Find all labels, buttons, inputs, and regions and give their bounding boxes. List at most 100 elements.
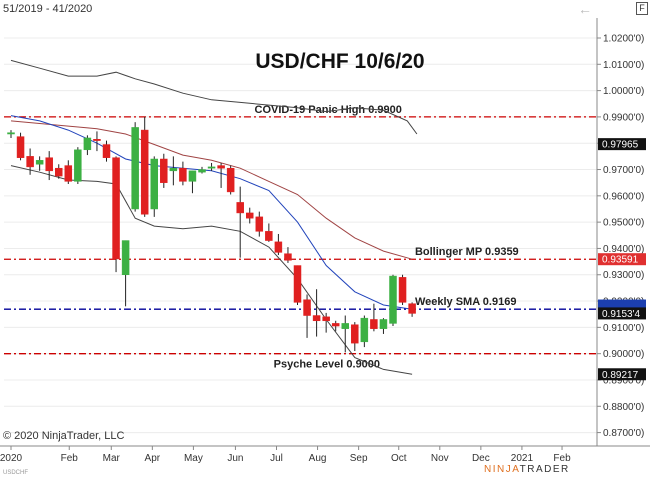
- price-tag-red: [598, 253, 646, 266]
- candle-body-bull: [169, 167, 178, 172]
- copyright-label: © 2020 NinjaTrader, LLC: [3, 430, 124, 442]
- level-label-sma: Weekly SMA 0.9169: [415, 296, 517, 308]
- candle-body-bear: [26, 156, 34, 168]
- y-tick-label: 0.9500'0): [603, 218, 644, 229]
- candle-body-bear: [217, 165, 225, 169]
- candle-body-bull: [198, 169, 206, 173]
- y-tick-label: 0.9000'0): [603, 349, 644, 360]
- price-tag-label: 0.93591: [602, 255, 639, 266]
- candle-body-bear: [370, 319, 378, 329]
- y-tick-label: 0.9600'0): [603, 191, 644, 202]
- price-tag-label: 0.89217: [602, 370, 639, 381]
- candle-body-bear: [45, 157, 53, 172]
- candle-body-bull: [35, 160, 44, 165]
- candle-body-bull: [188, 170, 197, 182]
- candle-body-bull: [150, 158, 158, 210]
- y-tick-label: 1.0000'0): [603, 86, 644, 97]
- price-tag-label: 0.9153'4: [602, 309, 640, 320]
- back-arrow-icon[interactable]: ←: [578, 1, 592, 17]
- candle-body-bull: [207, 166, 216, 169]
- candle-body-bull: [379, 319, 388, 329]
- x-tick-label: May: [184, 453, 203, 464]
- candle-body-bear: [284, 253, 292, 261]
- candle-body-bear: [160, 158, 168, 183]
- candle-body-bear: [64, 165, 73, 182]
- candle-body-bull: [7, 132, 15, 135]
- price-tags: 0.97965 0.93591 0.9153'4 0.89217: [598, 138, 646, 381]
- x-tick-label: 2021: [511, 453, 534, 464]
- brand-suffix: TRADER: [520, 464, 570, 475]
- candle-body-bull: [360, 317, 369, 343]
- chart-title: USD/CHF 10/6/20: [255, 50, 424, 73]
- chart-toolbar: 51/2019 - 41/2020 ← F: [0, 0, 650, 18]
- candle-body-bear: [55, 167, 63, 177]
- y-tick-label: 0.9400'0): [603, 244, 644, 255]
- brand-prefix: NINJA: [484, 464, 520, 475]
- x-tick-label: Nov: [431, 453, 449, 464]
- axes: [0, 18, 650, 447]
- candle-body-bear: [293, 265, 302, 303]
- f-badge[interactable]: F: [636, 2, 648, 15]
- x-tick-label: Aug: [309, 453, 327, 464]
- x-tick-label: Feb: [553, 453, 571, 464]
- candle-body-bear: [112, 157, 120, 260]
- candle-body-bear: [226, 167, 235, 193]
- candle-body-bull: [131, 127, 139, 210]
- candle-body-bear: [16, 136, 25, 158]
- price-tag-dark: [598, 138, 646, 151]
- candle-body-bear: [398, 277, 407, 303]
- x-tick-label: Jul: [270, 453, 283, 464]
- candle-body-bull: [341, 323, 349, 329]
- candle-body-bull: [389, 275, 397, 324]
- candle-body-bear: [331, 323, 340, 327]
- candle-body-bear: [265, 231, 273, 241]
- x-tick-label: Sep: [350, 453, 368, 464]
- candle-body-bear: [102, 144, 111, 158]
- candle-body-bear: [246, 212, 254, 219]
- y-tick-label: 1.0100'0): [603, 60, 644, 71]
- bollinger-mid-line: [10, 120, 413, 260]
- y-tick-label: 0.9900'0): [603, 112, 644, 123]
- candle-body-bear: [93, 139, 101, 141]
- grid-lines: [4, 37, 597, 434]
- candle-body-bear: [274, 241, 283, 253]
- candle-body-bear: [236, 202, 244, 214]
- price-tag-dark: [598, 368, 646, 381]
- candle-body-bear: [140, 129, 149, 215]
- y-tick-label: 0.9300'0): [603, 270, 644, 281]
- x-tick-label: Feb: [61, 453, 79, 464]
- candle-body-bull: [83, 137, 92, 151]
- candle-body-bear: [179, 167, 187, 182]
- x-tick-label: Apr: [145, 453, 161, 464]
- svg-text:NINJATRADER: NINJATRADER: [484, 464, 570, 475]
- x-tick-label: Oct: [391, 453, 407, 464]
- candlesticks: [7, 116, 416, 353]
- candle-body-bear: [255, 216, 264, 232]
- bollinger-lower-line: [10, 165, 413, 375]
- x-tick-label: Mar: [103, 453, 121, 464]
- y-tick-label: 0.9700'0): [603, 165, 644, 176]
- x-tick-label: Dec: [472, 453, 490, 464]
- y-tick-label: 0.8900'0): [603, 375, 644, 386]
- corner-label: USDCHF: [3, 470, 28, 476]
- bollinger-upper-line: [10, 59, 418, 135]
- y-tick-label: 1.0200'0): [603, 33, 644, 44]
- brand-logo: NINJATRADER: [484, 464, 570, 475]
- candle-body-bear: [351, 324, 359, 344]
- price-tag-label: 0.97965: [602, 140, 639, 151]
- price-tag-dark: [598, 307, 646, 320]
- candle-body-bear: [408, 303, 416, 314]
- x-tick-labels: 2020 Feb Mar Apr May Jun Jul Aug Sep Oct Nov Dec 202…: [0, 446, 571, 464]
- y-tick-label: 0.8800'0): [603, 402, 644, 413]
- x-tick-label: 2020: [0, 453, 23, 464]
- candle-body-bear: [312, 315, 321, 322]
- candle-body-bull: [74, 149, 82, 182]
- level-label-bollinger: Bollinger MP 0.9359: [415, 246, 519, 258]
- candle-body-bull: [121, 240, 130, 275]
- level-label-psyche: Psyche Level 0.9000: [274, 359, 380, 371]
- x-tick-label: Jun: [227, 453, 243, 464]
- y-tick-label: 0.8700'0): [603, 428, 644, 439]
